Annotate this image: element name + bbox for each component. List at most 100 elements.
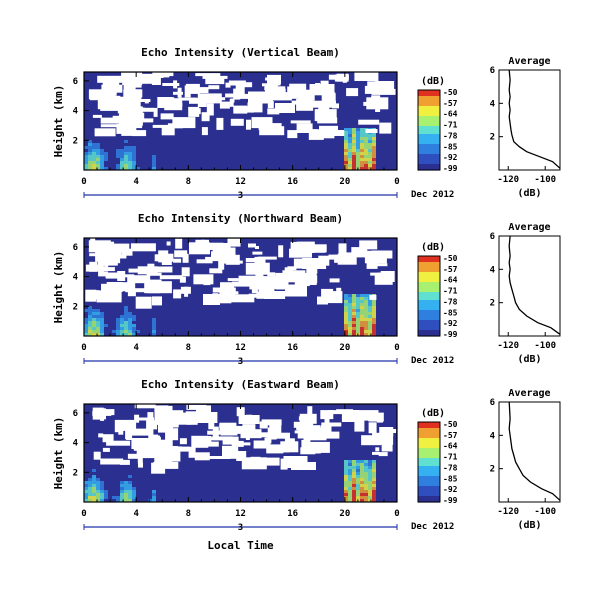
colorbar-swatch [418, 426, 440, 429]
echo-cell [100, 321, 104, 324]
echo-cell [372, 306, 376, 309]
colorbar-swatch [418, 270, 440, 273]
missing-data-cell [307, 406, 313, 418]
colorbar-swatch [418, 470, 440, 473]
echo-cell [356, 137, 360, 140]
echo-cell [352, 463, 356, 466]
echo-cell [348, 300, 352, 303]
echo-cell [372, 499, 376, 502]
y-tick-label: 6 [73, 77, 78, 87]
colorbar-swatch [418, 496, 440, 499]
y-tick-label: 4 [73, 273, 79, 283]
missing-data-cell [320, 425, 332, 437]
echo-cell [344, 134, 348, 137]
missing-data-cell [212, 287, 236, 293]
missing-data-cell [236, 451, 247, 461]
echo-cell [368, 463, 372, 466]
missing-data-cell [154, 254, 162, 262]
echo-cell [372, 167, 376, 170]
echo-cell [348, 496, 352, 499]
colorbar-swatch [418, 488, 440, 491]
colorbar-tick-label: -78 [443, 297, 458, 306]
echo-cell [96, 315, 100, 318]
echo-cell [120, 167, 124, 170]
echo-cell [128, 490, 132, 493]
echo-cell [128, 158, 132, 161]
missing-data-cell [240, 429, 262, 439]
missing-data-cell [257, 256, 277, 260]
missing-data-cell [337, 253, 357, 265]
missing-data-cell [299, 413, 317, 424]
missing-data-cell [253, 440, 267, 449]
echo-cell [128, 315, 132, 318]
average-x-tick-label: -100 [534, 341, 556, 351]
echo-cell [124, 333, 128, 336]
colorbar-tick-label: -71 [443, 121, 458, 130]
missing-data-cell [98, 267, 115, 272]
echo-cell [364, 469, 368, 472]
echo-cell [364, 327, 368, 330]
missing-data-cell [259, 421, 268, 429]
echo-cell [352, 472, 356, 475]
echo-cell [92, 312, 96, 315]
colorbar-swatch [418, 298, 440, 301]
echo-cell [88, 478, 92, 481]
echo-cell [124, 306, 128, 309]
colorbar-swatch [418, 262, 440, 265]
missing-data-cell [261, 419, 282, 426]
missing-data-cell [173, 289, 182, 299]
echo-cell [100, 333, 104, 336]
missing-data-cell [130, 243, 156, 252]
missing-data-cell [366, 258, 378, 269]
echo-cell [356, 466, 360, 469]
echo-cell [348, 294, 352, 297]
echo-cell [128, 484, 132, 487]
missing-data-cell [115, 419, 137, 431]
echo-cell [100, 158, 104, 161]
missing-data-cell [372, 451, 380, 455]
echo-cell [356, 303, 360, 306]
missing-data-cell [203, 294, 220, 305]
echo-cell [368, 466, 372, 469]
missing-data-cell [89, 261, 98, 272]
missing-data-cell [136, 107, 154, 112]
missing-data-cell [172, 117, 196, 129]
missing-data-cell [379, 122, 392, 134]
average-frame [498, 69, 561, 171]
echo-cell [368, 312, 372, 315]
average-title: Average [508, 56, 550, 67]
missing-data-cell [119, 125, 131, 132]
echo-cell [352, 306, 356, 309]
echo-cell [372, 487, 376, 490]
colorbar-swatch [418, 156, 440, 159]
echo-cell [100, 149, 104, 152]
echo-cell [152, 324, 156, 327]
average-x-tick-label: -100 [534, 175, 556, 185]
echo-cell [368, 333, 372, 336]
chart-title: Echo Intensity (Northward Beam) [138, 212, 343, 225]
echo-cell [84, 164, 88, 167]
echo-cell [372, 490, 376, 493]
colorbar-swatch [418, 256, 440, 259]
echo-cell [372, 484, 376, 487]
echo-cell [124, 484, 128, 487]
missing-data-cell [227, 278, 239, 282]
colorbar-swatch [418, 260, 440, 263]
missing-data-cell [251, 99, 259, 110]
echo-cell [344, 493, 348, 496]
echo-cell [352, 294, 356, 297]
echo-cell [132, 146, 136, 149]
echo-cell [360, 327, 364, 330]
average-x-tick-label: -100 [534, 507, 556, 517]
colorbar-swatch [418, 432, 440, 435]
missing-data-cell [199, 441, 219, 447]
echo-cell [352, 149, 356, 152]
echo-cell [136, 330, 140, 333]
echo-cell [152, 333, 156, 336]
echo-cell [88, 146, 92, 149]
echo-cell [132, 333, 136, 336]
echo-cell [132, 161, 136, 164]
missing-data-cell [85, 289, 97, 302]
echo-cell [124, 167, 128, 170]
missing-data-cell [151, 76, 161, 85]
